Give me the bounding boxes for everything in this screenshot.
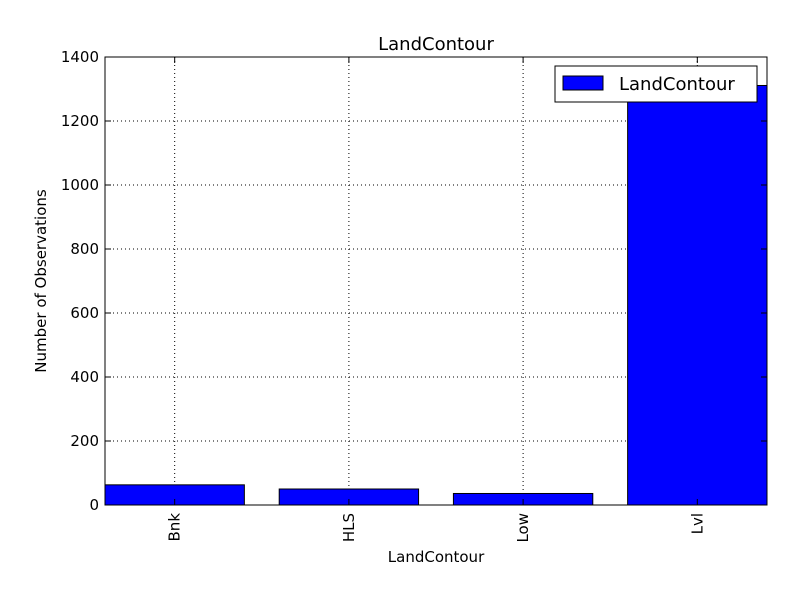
- bar-lvl: [627, 84, 768, 506]
- y-tick-label: 1400: [61, 48, 99, 66]
- y-tick-label: 200: [70, 432, 99, 450]
- chart-title: LandContour: [378, 34, 494, 55]
- x-tick-label-bnk: Bnk: [166, 513, 184, 542]
- y-tick-label: 600: [70, 304, 99, 322]
- legend: LandContour: [554, 65, 758, 103]
- x-tick-label-lvl: Lvl: [688, 513, 706, 534]
- y-tick-label: 400: [70, 368, 99, 386]
- x-axis-label: LandContour: [388, 548, 485, 566]
- y-tick-label: 1200: [61, 112, 99, 130]
- y-axis-label: Number of Observations: [32, 189, 50, 373]
- legend-label: LandContour: [619, 74, 735, 95]
- y-tick-label: 0: [89, 496, 99, 514]
- bars-layer: [104, 84, 768, 506]
- ticks-layer: 0 200 400 600 800 1000 1200 1400 Bnk HLS Low Lvl: [61, 48, 767, 543]
- x-tick-label-hls: HLS: [340, 513, 358, 542]
- x-tick-label-low: Low: [514, 513, 532, 543]
- y-tick-label: 800: [70, 240, 99, 258]
- y-tick-label: 1000: [61, 176, 99, 194]
- plot-frame: [104, 56, 768, 506]
- legend-swatch: [562, 75, 604, 91]
